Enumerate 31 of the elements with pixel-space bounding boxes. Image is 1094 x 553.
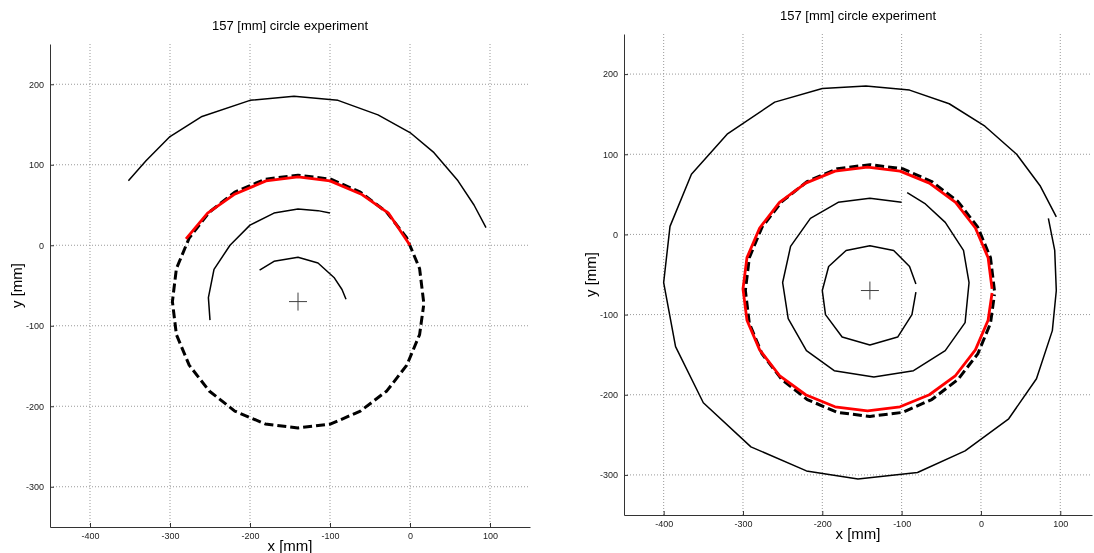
x-tick-label: -200 bbox=[241, 531, 260, 542]
x-tick-label: 100 bbox=[1053, 519, 1069, 530]
y-axis-title: y [mm] bbox=[8, 263, 25, 308]
chart-title: 157 [mm] circle experiment bbox=[779, 8, 937, 23]
chart-title: 157 [mm] circle experiment bbox=[211, 18, 369, 33]
line-series bbox=[184, 175, 412, 247]
x-tick-label: -100 bbox=[321, 531, 340, 542]
x-tick-label: 0 bbox=[407, 531, 414, 542]
y-tick-label: 100 bbox=[28, 160, 44, 171]
y-tick-label: -100 bbox=[599, 309, 618, 320]
y-tick-label: -200 bbox=[599, 390, 618, 401]
x-tick-label: -200 bbox=[813, 519, 832, 530]
y-tick-label: 200 bbox=[28, 79, 44, 90]
y-tick-label: 0 bbox=[612, 229, 618, 240]
y-tick-label: -100 bbox=[25, 321, 44, 332]
y-tick-label: -300 bbox=[25, 482, 44, 493]
x-tick-label: -300 bbox=[161, 531, 180, 542]
x-tick-label: -400 bbox=[655, 519, 674, 530]
y-tick-label: -200 bbox=[25, 401, 44, 412]
x-tick-label: 0 bbox=[978, 519, 984, 530]
x-axis-title: x [mm] bbox=[835, 525, 881, 542]
y-tick-label: 0 bbox=[38, 240, 44, 251]
x-tick-label: 100 bbox=[482, 531, 499, 542]
line-series bbox=[170, 173, 426, 430]
x-tick-label: -300 bbox=[734, 519, 753, 530]
x-tick-label: -100 bbox=[893, 519, 912, 530]
y-tick-label: -300 bbox=[599, 470, 618, 481]
y-tick-label: 100 bbox=[602, 149, 618, 160]
y-tick-label: 200 bbox=[602, 69, 618, 80]
x-tick-label: -400 bbox=[81, 531, 100, 542]
y-axis-title: y [mm] bbox=[582, 252, 599, 297]
